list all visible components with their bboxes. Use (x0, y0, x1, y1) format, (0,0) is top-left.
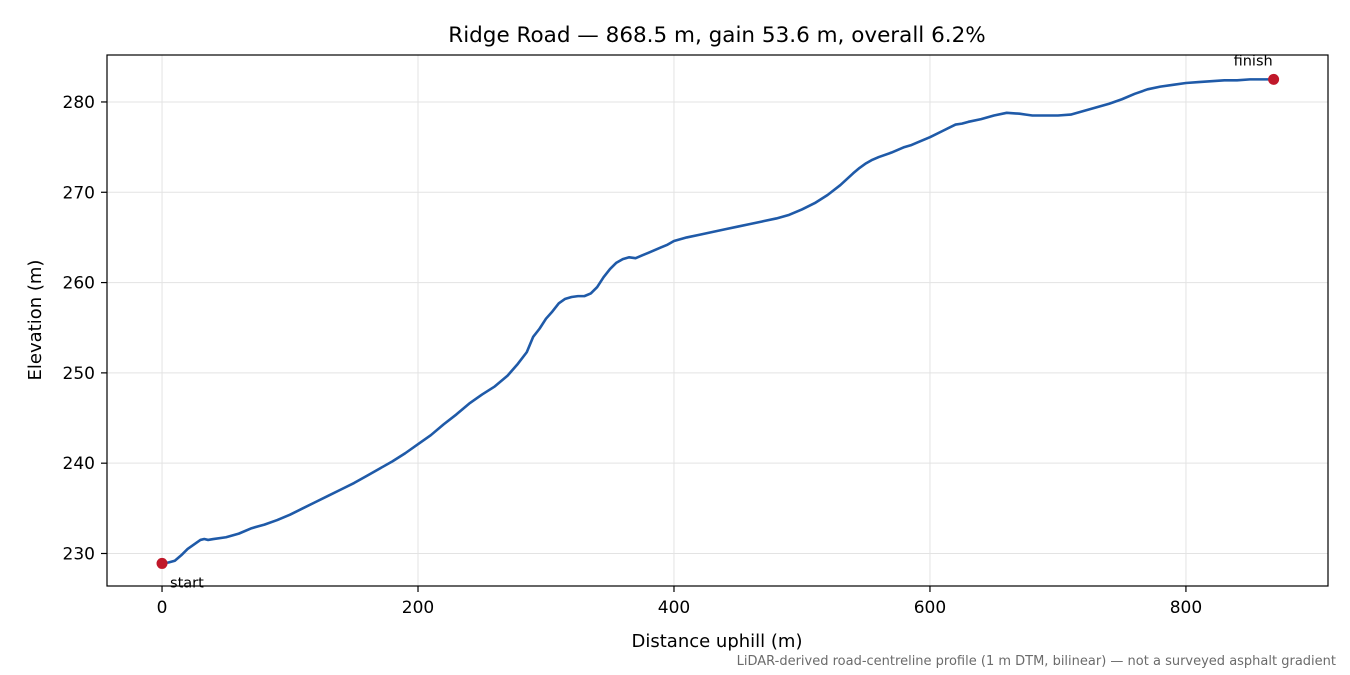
y-axis-label: Elevation (m) (25, 260, 46, 381)
x-tick-label: 600 (914, 598, 946, 618)
grid (107, 55, 1328, 586)
start-label: start (170, 575, 204, 591)
y-tick-label: 250 (63, 364, 95, 384)
y-tick-label: 240 (63, 454, 95, 474)
y-tick-label: 230 (63, 544, 95, 564)
chart-title: Ridge Road — 868.5 m, gain 53.6 m, overa… (448, 23, 985, 48)
plot-frame (106, 54, 1329, 587)
y-tick-label: 280 (63, 93, 95, 113)
plot-area (160, 78, 1275, 565)
footnote: LiDAR-derived road-centreline profile (1… (737, 654, 1336, 669)
y-tick-label: 270 (63, 183, 95, 203)
x-tick-label: 0 (157, 598, 168, 618)
endpoint-markers: start finish (156, 53, 1280, 591)
x-axis-label: Distance uphill (m) (632, 631, 803, 652)
y-tick-label: 260 (63, 274, 95, 294)
x-tick-label: 800 (1170, 598, 1202, 618)
x-tick-label: 200 (402, 598, 434, 618)
elevation-profile-line (160, 78, 1275, 565)
axis-ticks: 0 200 400 600 800 230 240 250 260 270 280 (63, 93, 1203, 618)
finish-label: finish (1234, 53, 1273, 69)
finish-marker (1268, 73, 1280, 85)
start-marker (156, 557, 168, 569)
x-tick-label: 400 (658, 598, 690, 618)
